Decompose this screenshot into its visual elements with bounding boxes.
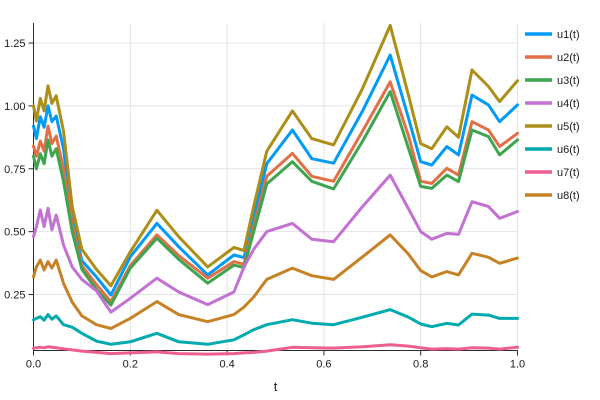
series-line-u3 bbox=[32, 90, 519, 307]
series-line-u7 bbox=[32, 343, 519, 356]
x-tick-label: 0.6 bbox=[316, 359, 331, 371]
legend-label-u5: u5(t) bbox=[557, 121, 580, 133]
legend-label-u6: u6(t) bbox=[557, 144, 580, 156]
legend-label-u1: u1(t) bbox=[557, 29, 580, 41]
legend-label-u7: u7(t) bbox=[557, 167, 580, 179]
series-line-u8 bbox=[32, 233, 519, 330]
legend-label-u2: u2(t) bbox=[557, 52, 580, 64]
legend: u1(t) u2(t) u3(t) u4(t) u5(t) u6(t) u7(t) u8(t) bbox=[525, 29, 580, 202]
legend-label-u3: u3(t) bbox=[557, 75, 580, 87]
data-series bbox=[32, 23, 519, 356]
tick-labels: 0.25 0.50 0.75 1.00 1.25 0.0 0.2 0.4 0.6 0.8 1.0 bbox=[4, 38, 525, 370]
y-tick-label: 1.00 bbox=[4, 101, 25, 113]
series-line-u5 bbox=[32, 23, 519, 288]
x-tick-label: 0.0 bbox=[26, 359, 41, 371]
series-line-u6 bbox=[32, 308, 519, 346]
x-tick-label: 0.2 bbox=[123, 359, 138, 371]
y-tick-label: 0.50 bbox=[4, 227, 25, 239]
y-tick-label: 0.75 bbox=[4, 164, 25, 176]
legend-label-u8: u8(t) bbox=[557, 190, 580, 202]
x-tick-label: 0.8 bbox=[413, 359, 428, 371]
series-line-u4 bbox=[32, 173, 519, 314]
y-tick-label: 1.25 bbox=[4, 38, 25, 50]
x-tick-label: 0.4 bbox=[219, 359, 234, 371]
x-axis-label: t bbox=[274, 379, 278, 394]
legend-label-u4: u4(t) bbox=[557, 98, 580, 110]
axes bbox=[28, 23, 518, 356]
y-tick-label: 0.25 bbox=[4, 290, 25, 302]
series-line-u1 bbox=[32, 53, 519, 297]
series-line-u2 bbox=[32, 80, 519, 304]
x-tick-label: 1.0 bbox=[510, 359, 525, 371]
